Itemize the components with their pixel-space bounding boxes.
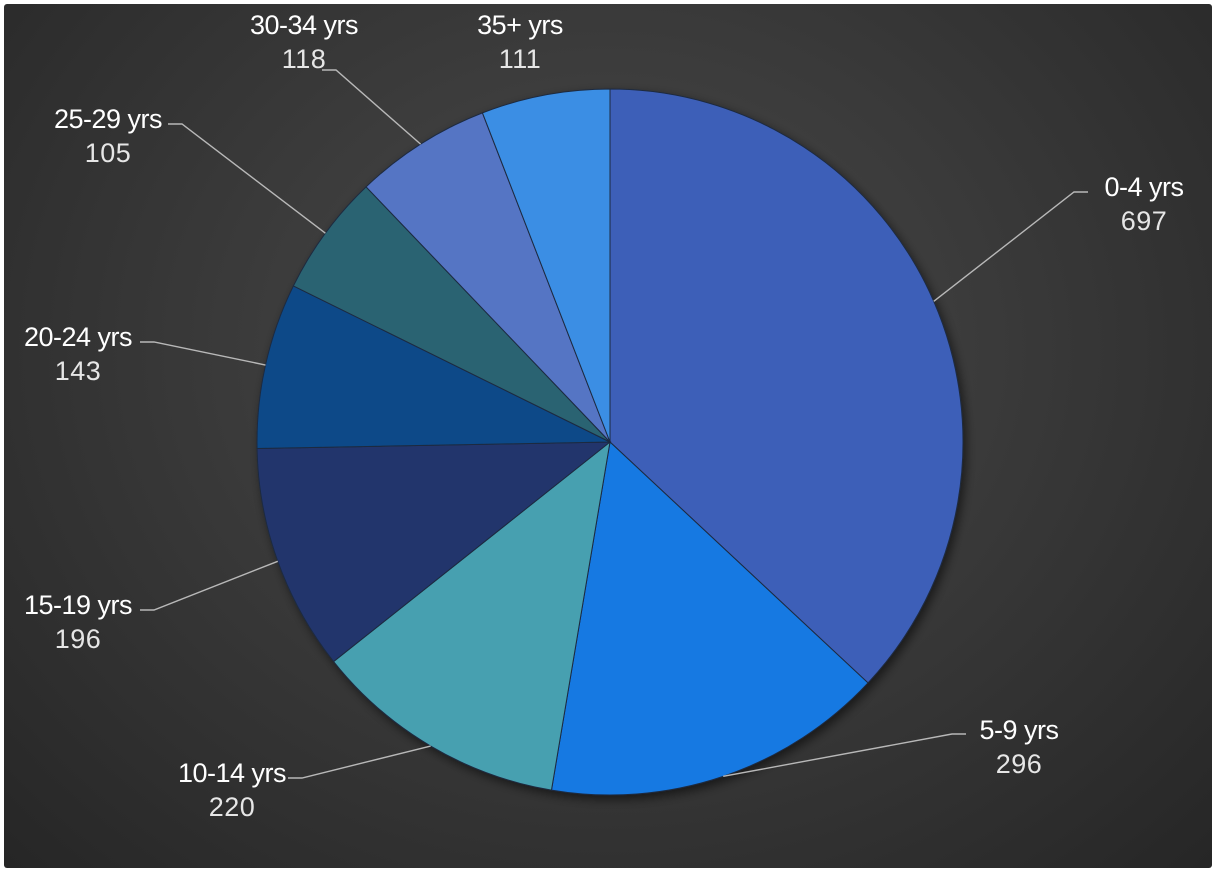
slice-value-label: 196 [55, 624, 102, 654]
slice-value-label: 105 [85, 138, 132, 168]
leader-line [322, 69, 422, 145]
slice-value-label: 111 [499, 44, 542, 74]
slice-category-label: 30-34 yrs [250, 10, 358, 40]
slice-category-label: 35+ yrs [477, 10, 563, 40]
pie-slice-30-34-yrs [365, 112, 611, 443]
pie-slice-15-19-yrs [256, 441, 612, 663]
slice-value-label: 697 [1121, 206, 1168, 236]
slice-value-label: 296 [996, 749, 1043, 779]
leader-line [288, 745, 431, 779]
slice-category-label: 10-14 yrs [178, 758, 286, 788]
leader-line [723, 733, 966, 778]
leader-line [140, 341, 266, 366]
pie-slice-20-24-yrs [256, 285, 611, 449]
leader-line [933, 191, 1088, 302]
slice-category-label: 0-4 yrs [1104, 172, 1183, 202]
slice-category-label: 5-9 yrs [979, 715, 1058, 745]
pie-slice-0-4-yrs [609, 88, 964, 684]
slice-category-label: 20-24 yrs [24, 322, 132, 352]
leader-line [168, 123, 326, 234]
pie-slice-10-14-yrs [332, 440, 611, 791]
slice-category-label: 25-29 yrs [54, 104, 162, 134]
pie-chart: 0-4 yrs 697 5-9 yrs 296 10-14 yrs 220 15-19 yr… [24, 10, 1184, 822]
slice-value-label: 143 [55, 356, 102, 386]
slice-value-label: 220 [209, 792, 256, 822]
pie-slice-35-yrs [481, 88, 611, 443]
slice-value-label: 118 [282, 44, 327, 74]
leader-line [140, 560, 279, 611]
pie-slice-5-9-yrs [550, 440, 869, 796]
chart-area: 0-4 yrs 697 5-9 yrs 296 10-14 yrs 220 15-19 yr… [4, 4, 1212, 868]
slice-category-label: 15-19 yrs [24, 590, 132, 620]
